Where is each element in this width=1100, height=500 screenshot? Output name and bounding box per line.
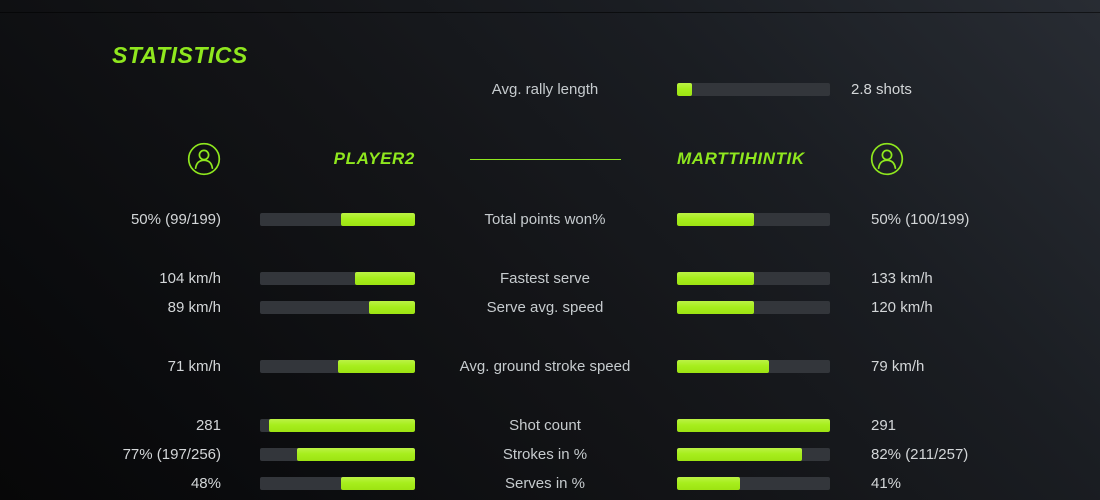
person-icon [870,142,904,176]
left-bar [260,272,415,285]
right-bar-fill [677,272,754,285]
right-bar-fill [677,301,754,314]
left-bar-fill [354,272,415,285]
left-value: 89 km/h [167,299,221,316]
right-value: 120 km/h [871,299,933,316]
right-bar [677,301,830,314]
stat-label: Total points won% [484,211,606,228]
stat-row-ground-stroke-speed: 71 km/h Avg. ground stroke speed 79 km/h [0,352,1100,381]
player-right-name: MARTTIHINTIK [677,149,805,168]
right-value: 79 km/h [871,358,925,375]
right-value: 41% [871,475,902,492]
left-value: 50% (99/199) [130,211,221,228]
left-bar-fill [340,477,415,490]
left-value: 104 km/h [159,270,221,287]
stat-row-strokes-in: 77% (197/256) Strokes in % 82% (211/257) [0,440,1100,469]
left-value: 71 km/h [167,358,221,375]
top-divider-line [0,12,1100,13]
left-bar-fill [337,360,415,373]
person-icon [187,142,221,176]
stat-label: Fastest serve [499,270,591,287]
left-bar-fill [368,301,415,314]
stat-row-fastest-serve: 104 km/h Fastest serve 133 km/h [0,264,1100,293]
stat-row-shot-count: 281 Shot count 291 [0,411,1100,440]
right-bar [677,477,830,490]
stat-label: Avg. ground stroke speed [459,358,631,375]
stat-label: Serves in % [504,475,586,492]
left-value: 281 [195,417,221,434]
left-value: 77% (197/256) [122,446,221,463]
left-bar [260,419,415,432]
left-value: 48% [190,475,221,492]
player-left-name: PLAYER2 [333,149,415,168]
right-value: 82% (211/257) [871,446,969,463]
stat-row-serve-avg-speed: 89 km/h Serve avg. speed 120 km/h [0,293,1100,322]
left-bar-fill [269,419,415,432]
right-value: 133 km/h [871,270,933,287]
left-bar [260,301,415,314]
players-header: PLAYER2 MARTTIHINTIK [0,142,1100,176]
right-bar [677,272,830,285]
left-bar [260,213,415,226]
right-bar [677,213,830,226]
stat-label: Shot count [509,417,581,434]
right-bar-fill [677,477,740,490]
stat-label: Strokes in % [502,446,588,463]
right-bar [677,419,830,432]
stat-row-total-points: 50% (99/199) Total points won% 50% (100/… [0,205,1100,234]
right-value: 291 [871,417,897,434]
rally-value: 2.8 shots [851,81,912,98]
left-bar-fill [297,448,415,461]
stat-row-serves-in: 48% Serves in % 41% [0,469,1100,498]
right-bar-fill [677,213,754,226]
left-bar-fill [340,213,415,226]
center-divider-line [470,159,621,160]
rally-label: Avg. rally length [491,81,599,98]
page-title: STATISTICS [112,42,248,68]
right-bar-fill [677,448,803,461]
right-bar [677,448,830,461]
right-bar-fill [677,360,769,373]
left-bar [260,477,415,490]
left-bar [260,448,415,461]
right-bar-fill [677,419,830,432]
rally-length-row: Avg. rally length 2.8 shots [0,75,1100,104]
left-bar [260,360,415,373]
right-bar [677,360,830,373]
right-value: 50% (100/199) [871,211,970,228]
rally-bar [677,83,830,96]
stat-label: Serve avg. speed [486,299,604,316]
rally-bar-fill [677,83,693,96]
